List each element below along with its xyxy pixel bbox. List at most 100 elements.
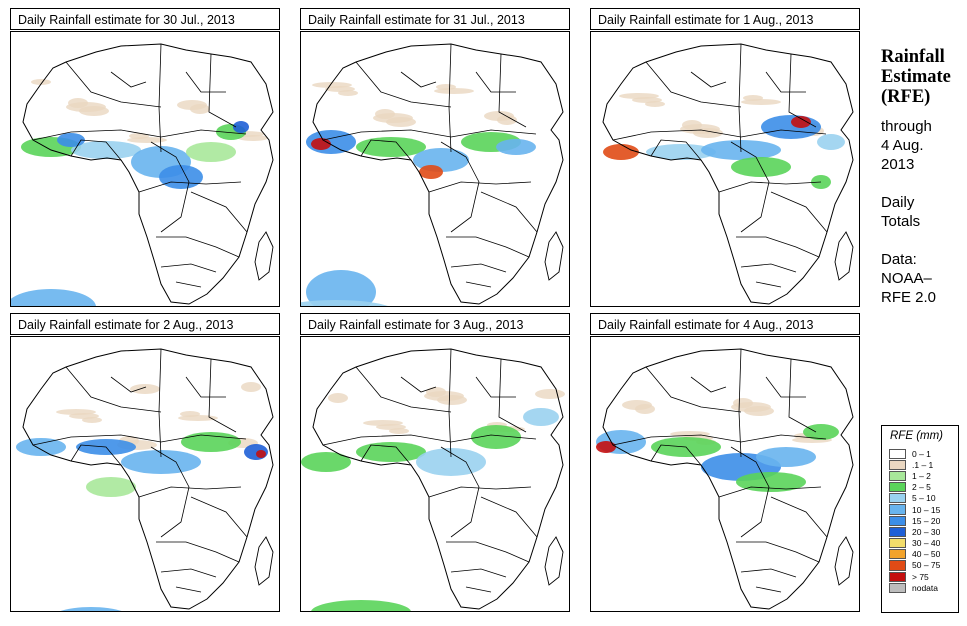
data-source-line: NOAA– [881,270,932,287]
rain-patch [535,389,565,399]
rain-patch [86,477,136,497]
legend-label: 1 – 2 [912,470,931,481]
country-border [498,358,527,433]
legend-row: 2 – 5 [889,482,940,493]
country-border [322,434,537,446]
legend-label: 10 – 15 [912,504,941,515]
country-border [788,358,817,433]
legend-row: 30 – 40 [889,538,940,549]
legend-swatch [889,504,906,515]
africa-map [301,43,564,306]
rainfall-overlay [301,408,559,611]
country-border [160,263,217,273]
panel-title: Daily Rainfall estimate for 31 Jul., 201… [300,8,570,30]
rain-patch [736,472,806,492]
rain-patch [177,100,207,110]
totals-label: Daily Totals [881,193,965,231]
rain-patch [328,393,348,403]
legend-row: 15 – 20 [889,515,940,526]
land-area [313,349,563,609]
rain-patch [60,607,122,611]
country-border [770,496,828,538]
legend-swatch [889,549,906,560]
rain-patch [71,141,141,159]
rain-patch [56,409,96,415]
country-border [450,263,507,273]
legend-swatch [889,448,906,459]
country-border [475,71,516,93]
legend-row: > 75 [889,571,940,582]
madagascar-outline [544,536,564,586]
country-border [612,129,827,141]
country-border [480,496,538,538]
rain-patch [733,398,753,408]
rain-patch [817,134,845,150]
map-panel-2-aug: Daily Rainfall estimate for 2 Aug., 2013 [10,313,280,613]
panel-title: Daily Rainfall estimate for 1 Aug., 2013 [590,8,860,30]
africa-map [596,348,854,610]
map-panel-1-aug: Daily Rainfall estimate for 1 Aug., 2013 [590,8,860,308]
country-border [440,446,480,538]
rain-patch [436,84,456,90]
country-border [190,191,248,233]
legend-label: nodata [912,582,938,593]
country-border [185,71,226,93]
map-panel-4-aug: Daily Rainfall estimate for 4 Aug., 2013 [590,313,860,613]
rain-patch [619,93,659,99]
rainfall-map [10,31,280,307]
rain-patch [241,382,261,392]
legend-row: nodata [889,582,940,593]
country-border [185,376,226,398]
rain-patch [484,111,514,121]
rain-patch [803,424,839,440]
product-title-line: Estimate [881,67,951,87]
country-border [355,61,452,108]
through-date-day: 4 Aug. [881,137,924,154]
country-border [65,61,162,108]
rain-patch [311,138,331,150]
country-border [322,129,537,141]
africa-map [301,348,565,611]
rain-patch [159,165,203,189]
rain-patch [419,165,443,179]
through-date: through 4 Aug. 2013 [881,117,965,174]
madagascar-outline [544,231,564,281]
product-title-line: Rainfall [881,47,945,67]
data-source: Data: NOAA– RFE 2.0 [881,250,965,307]
country-border [650,444,702,466]
panel-title: Daily Rainfall estimate for 3 Aug., 2013 [300,313,570,335]
country-border [690,376,727,393]
country-border [690,71,727,88]
country-border [190,496,248,538]
country-border [360,444,412,466]
country-border [160,568,217,578]
country-border [730,141,770,233]
map-panel-3-aug: Daily Rainfall estimate for 3 Aug., 2013 [300,313,570,613]
rain-patch [596,441,616,453]
country-border [475,376,516,398]
country-border [498,53,527,128]
country-border [360,139,412,161]
rain-patch [603,144,639,160]
rainfall-map [300,31,570,307]
rain-patch [181,432,241,452]
country-border [110,376,147,393]
country-border [355,366,452,413]
legend-label: 20 – 30 [912,526,941,537]
rain-patch [121,450,201,474]
rain-patch [301,300,388,306]
country-border [480,191,538,233]
rain-patch [743,95,763,101]
land-area [603,44,853,304]
legend-swatch [889,560,906,571]
legend-swatch [889,526,906,537]
rain-patch [471,425,521,449]
country-border [208,358,237,433]
country-border [740,263,797,273]
legend-row: 20 – 30 [889,526,940,537]
country-border [32,129,247,141]
rain-patch [301,452,351,472]
country-border [440,141,480,233]
country-border [736,236,820,258]
